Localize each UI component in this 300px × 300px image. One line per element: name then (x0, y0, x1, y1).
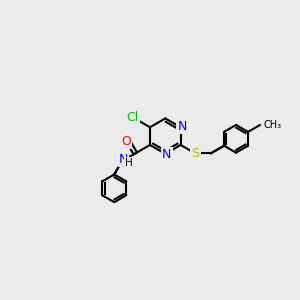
Text: CH₃: CH₃ (263, 120, 281, 130)
Text: O: O (121, 135, 131, 148)
Text: N: N (162, 148, 172, 161)
Text: N: N (119, 153, 128, 166)
Text: H: H (125, 158, 133, 168)
Text: N: N (178, 120, 187, 133)
Text: S: S (191, 147, 199, 160)
Text: Cl: Cl (126, 111, 138, 124)
